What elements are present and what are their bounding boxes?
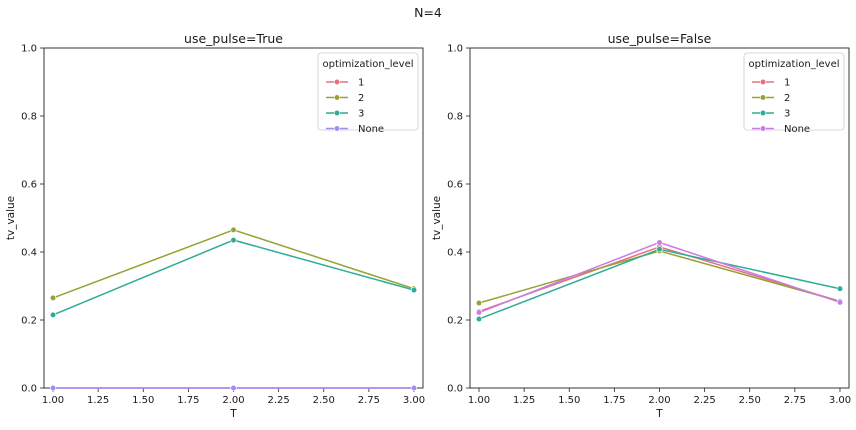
y-tick-label: 0.6: [447, 180, 463, 191]
x-tick-label: 1.00: [42, 395, 64, 406]
data-point: [230, 384, 237, 392]
x-tick-label: 2.50: [739, 395, 761, 406]
x-tick-label: 3.00: [829, 395, 851, 406]
subplot-title: use_pulse=True: [184, 31, 283, 46]
x-tick-label: 2.00: [648, 395, 670, 406]
y-tick-label: 0.2: [21, 316, 37, 327]
y-tick-label: 0.0: [21, 384, 37, 395]
y-tick-label: 1.0: [21, 44, 37, 55]
legend-entry-3: 3: [752, 109, 790, 120]
legend-title: optimization_level: [749, 59, 840, 70]
data-point: [49, 294, 57, 302]
series-3: [49, 237, 418, 319]
y-tick-label: 0.4: [447, 248, 463, 259]
data-point: [410, 286, 418, 294]
legend-label: 2: [358, 93, 364, 104]
y-axis-label: tv_value: [5, 196, 17, 240]
data-point: [230, 226, 237, 233]
legend-entry-2: 2: [326, 93, 364, 104]
legend-entry-1: 1: [752, 78, 790, 89]
legend-marker: [333, 94, 341, 101]
legend: optimization_level 1 2 3 None: [317, 52, 419, 135]
data-point: [410, 384, 418, 392]
legend-marker: [759, 94, 767, 101]
series-3: [475, 246, 844, 323]
legend-label: 2: [784, 93, 790, 104]
series-none: [49, 384, 418, 392]
legend-label: 3: [358, 109, 364, 120]
figure-suptitle: N=4: [414, 5, 442, 20]
legend-label: None: [358, 124, 384, 135]
y-axis-label: tv_value: [431, 196, 443, 240]
y-tick-label: 1.0: [447, 44, 463, 55]
x-tick-label: 1.25: [87, 395, 109, 406]
legend-entry-none: None: [752, 124, 810, 135]
subplot-use-pulse-false: use_pulse=False 1.00 1.25 1.50 1.75 2.00 2.25 2…: [431, 31, 851, 420]
x-tick-label: 1.75: [603, 395, 625, 406]
legend-entry-1: 1: [326, 78, 364, 89]
x-tick-label: 1.50: [132, 395, 154, 406]
y-tick-label: 0.0: [447, 384, 463, 395]
y-tick-label: 0.8: [447, 112, 463, 123]
y-tick-label: 0.8: [21, 112, 37, 123]
data-point: [49, 311, 57, 319]
legend-label: 1: [784, 78, 790, 89]
legend-label: None: [784, 124, 810, 135]
legend-box: [317, 52, 419, 131]
x-tick-label: 1.25: [513, 395, 535, 406]
x-tick-label: 1.00: [468, 395, 490, 406]
data-point: [475, 315, 483, 323]
legend-entry-2: 2: [752, 93, 790, 104]
legend-marker: [333, 109, 341, 117]
legend-marker: [759, 78, 767, 86]
series-1: [475, 243, 844, 315]
legend-marker: [759, 125, 767, 132]
legend-marker: [333, 78, 341, 86]
y-tick-label: 0.6: [21, 180, 37, 191]
legend: optimization_level 1 2 3 None: [743, 52, 845, 135]
legend-label: 1: [358, 78, 364, 89]
legend-entry-3: 3: [326, 109, 364, 120]
x-tick-label: 2.75: [358, 395, 380, 406]
x-tick-label: 2.75: [784, 395, 806, 406]
x-tick-label: 2.25: [693, 395, 715, 406]
subplot-title: use_pulse=False: [608, 31, 712, 46]
legend-title: optimization_level: [323, 59, 414, 70]
data-point: [230, 237, 237, 244]
data-point: [49, 384, 57, 392]
x-tick-label: 2.25: [267, 395, 289, 406]
legend-entry-none: None: [326, 124, 384, 135]
x-tick-label: 2.00: [222, 395, 244, 406]
legend-label: 3: [784, 109, 790, 120]
series-none: [475, 239, 844, 316]
y-tick-label: 0.2: [447, 316, 463, 327]
x-tick-label: 1.50: [558, 395, 580, 406]
y-tick-label: 0.4: [21, 248, 37, 259]
data-point: [836, 285, 844, 292]
legend-box: [743, 52, 845, 131]
data-point: [656, 239, 663, 246]
series-line: [478, 246, 841, 313]
data-point: [475, 299, 483, 307]
x-tick-label: 3.00: [403, 395, 425, 406]
x-tick-label: 1.75: [177, 395, 199, 406]
x-axis-label: T: [655, 408, 663, 420]
x-axis-label: T: [229, 408, 237, 420]
legend-marker: [759, 109, 767, 117]
data-point: [475, 309, 483, 316]
subplot-use-pulse-true: use_pulse=True 1.00 1.25 1.50 1.75 2.00 2.25 2.…: [5, 31, 425, 420]
legend-marker: [333, 125, 341, 132]
data-point: [656, 246, 663, 253]
data-point: [836, 299, 844, 306]
x-tick-label: 2.50: [313, 395, 335, 406]
